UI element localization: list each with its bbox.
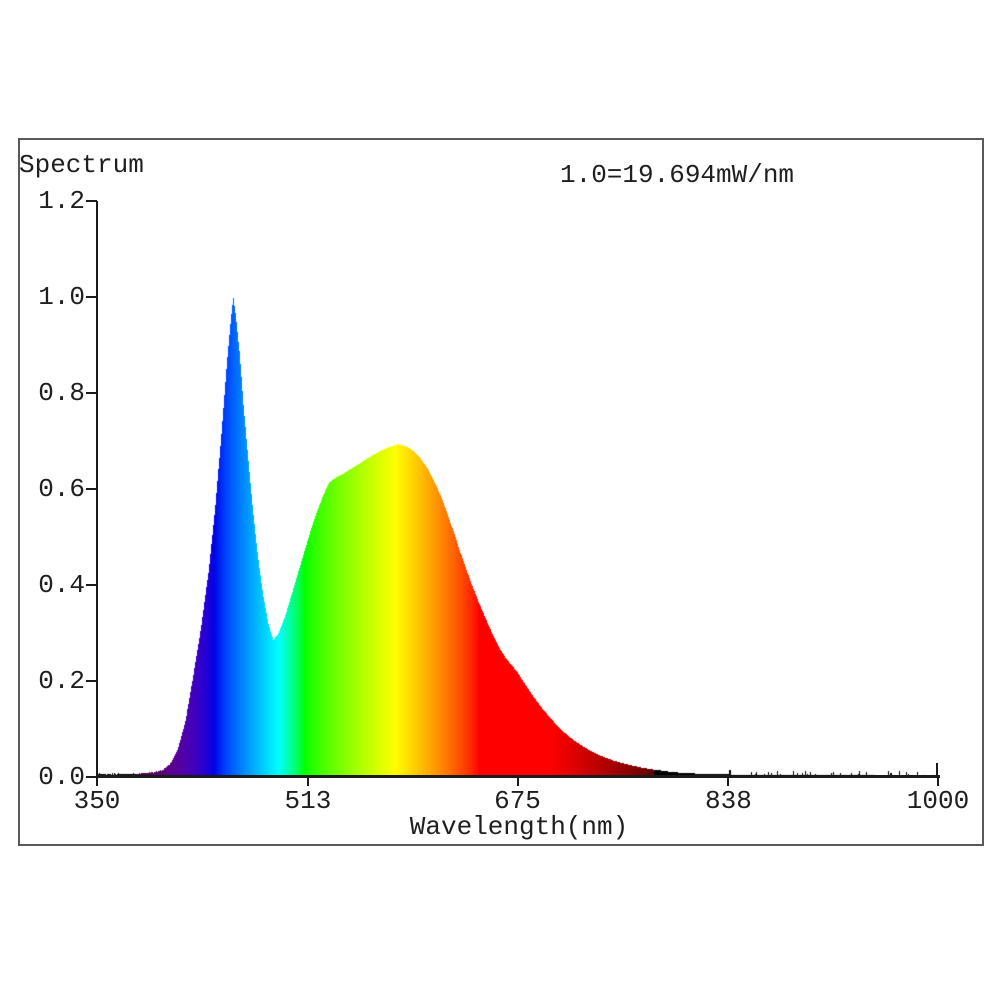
y-tick-label: 0.0 [38,762,85,792]
spectrum-area-fill [97,200,938,778]
x-tick-label: 1000 [906,786,970,816]
y-tick-mark [86,296,97,298]
y-tick-mark [86,488,97,490]
x-tick-label: 675 [494,786,541,816]
x-tick-label: 513 [284,786,332,816]
y-tick-label: 0.8 [38,378,85,408]
y-tick-label: 0.6 [38,474,85,504]
scale-note: 1.0=19.694mW/nm [560,160,795,190]
y-tick-label: 0.2 [38,666,85,696]
y-tick-mark [86,584,97,586]
y-axis-line [96,201,98,778]
x-tick-label: 350 [73,786,121,816]
x-axis-line [97,775,940,778]
x-tick-mark [306,777,309,786]
x-tick-label: 838 [704,786,752,816]
y-tick-mark [86,200,97,202]
y-tick-mark [86,680,97,682]
x-axis-end-tick [936,763,938,777]
y-tick-label: 1.0 [38,282,85,312]
y-tick-mark [86,392,97,394]
chart-title: Spectrum [19,150,144,180]
y-tick-label: 1.2 [38,186,85,216]
y-tick-mark [86,776,97,778]
x-axis-title: Wavelength(nm) [409,812,629,842]
x-tick-mark [937,777,939,786]
x-tick-mark [516,777,519,786]
x-tick-mark [96,777,98,786]
x-tick-mark [727,777,730,786]
y-tick-label: 0.4 [38,570,85,600]
